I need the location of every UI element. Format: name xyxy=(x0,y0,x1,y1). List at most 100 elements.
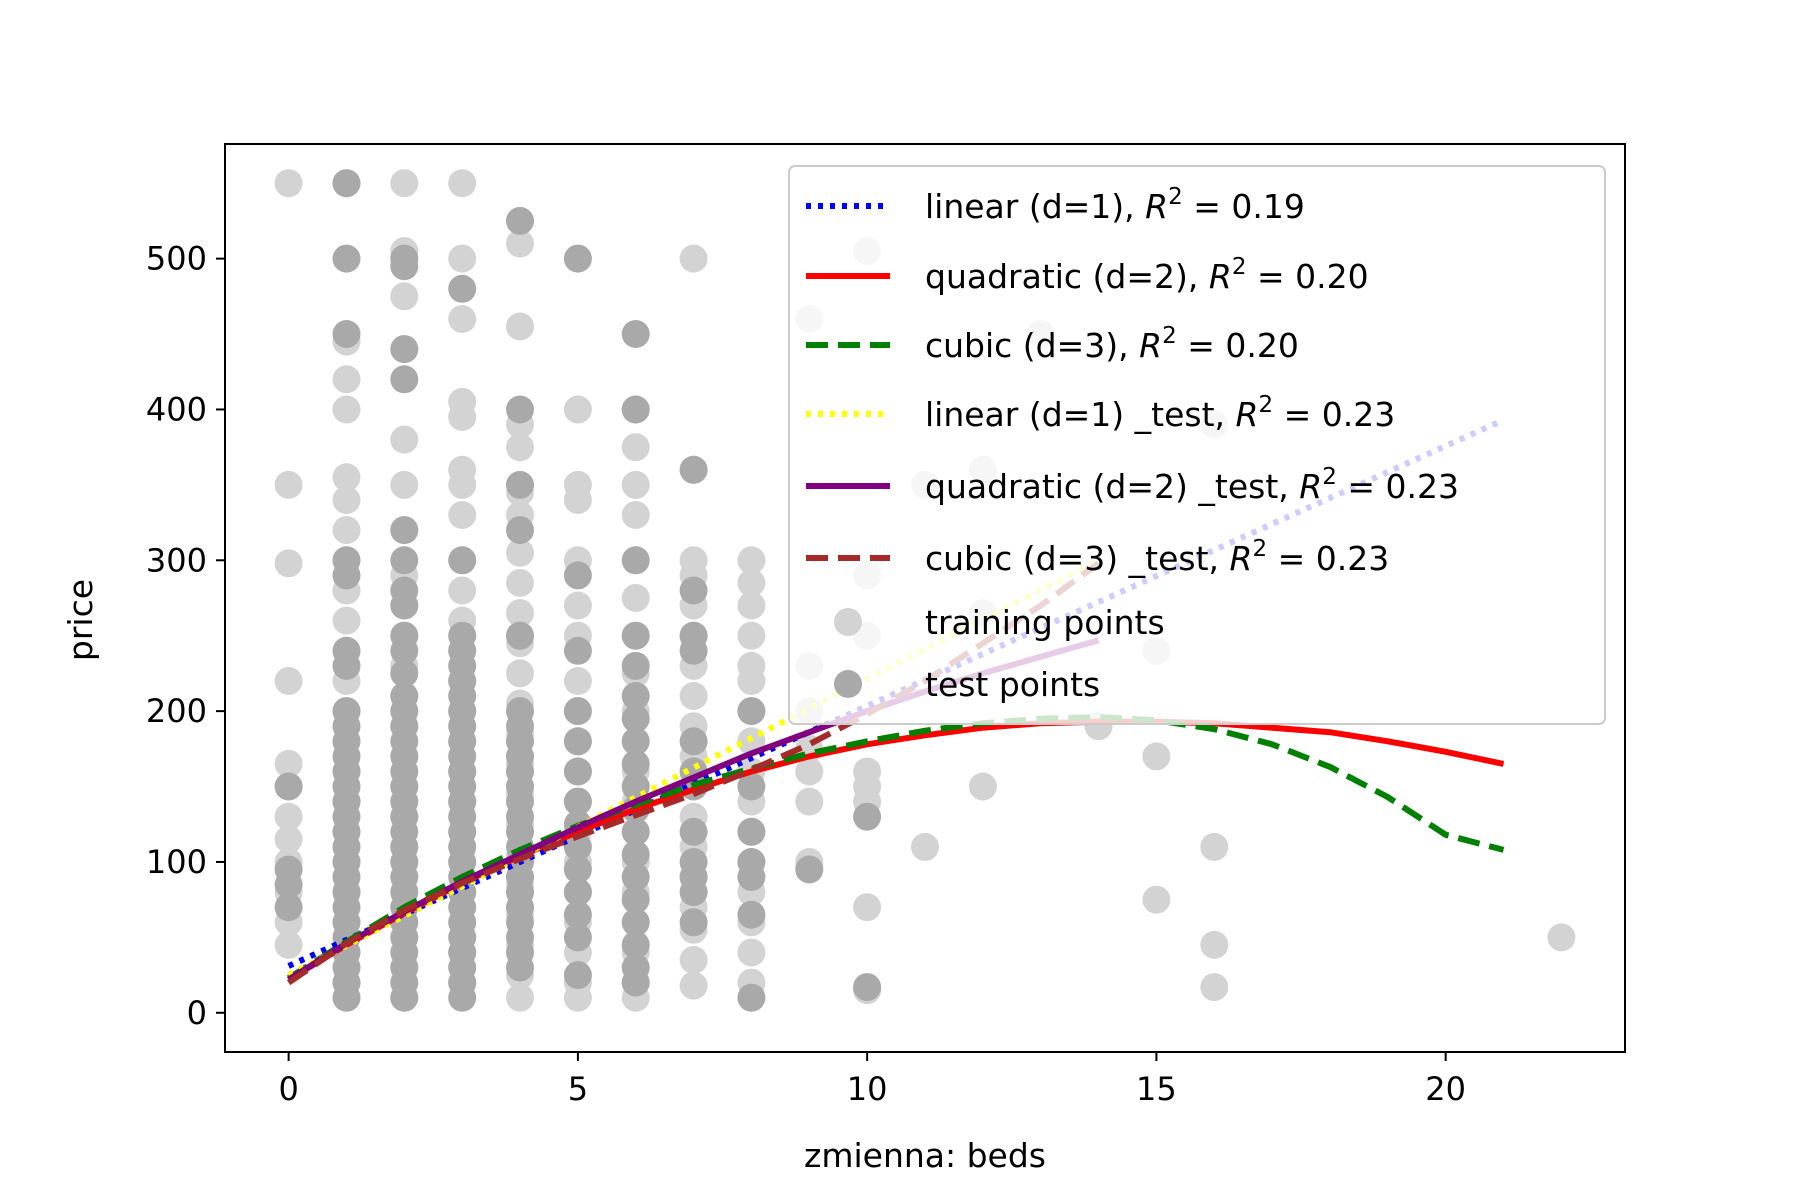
legend-label-cubic: cubic (d=3), R2 = 0.20 xyxy=(925,323,1299,365)
test-point xyxy=(737,817,766,846)
test-point xyxy=(621,395,650,424)
training-point xyxy=(563,486,592,514)
test-point xyxy=(390,591,419,620)
test-point xyxy=(506,470,534,499)
training-point xyxy=(448,403,477,431)
training-point xyxy=(390,425,419,454)
training-point xyxy=(737,591,766,620)
training-point xyxy=(506,312,534,341)
y-tick-label: 0 xyxy=(187,994,207,1032)
training-point xyxy=(274,549,303,578)
test-point xyxy=(621,817,650,846)
training-point xyxy=(506,229,534,258)
training-point xyxy=(448,501,477,529)
test-point xyxy=(390,983,419,1012)
test-point xyxy=(563,900,592,929)
test-point xyxy=(506,516,534,545)
y-tick-label: 400 xyxy=(146,390,207,428)
test-point xyxy=(621,840,650,869)
test-point xyxy=(679,576,708,605)
test-point xyxy=(563,561,592,590)
test-point xyxy=(390,365,419,394)
test-point xyxy=(563,636,592,665)
legend-label-training-points: training points xyxy=(925,603,1165,642)
test-point xyxy=(679,455,708,484)
y-tick-label: 300 xyxy=(146,541,207,579)
training-point xyxy=(679,971,708,1000)
training-point xyxy=(332,395,361,424)
test-point xyxy=(563,855,592,884)
points-layer xyxy=(274,169,1576,1012)
legend-label-linear-test: linear (d=1) _test, R2 = 0.23 xyxy=(925,392,1395,434)
test-point xyxy=(332,983,361,1012)
x-tick-label: 15 xyxy=(1136,1070,1177,1108)
test-point xyxy=(621,320,650,348)
legend-label-test-points: test points xyxy=(925,665,1100,704)
legend-label-quadratic-test: quadratic (d=2) _test, R2 = 0.23 xyxy=(925,464,1459,506)
test-point xyxy=(332,244,361,273)
training-point xyxy=(274,825,303,854)
training-point xyxy=(274,169,303,198)
test-point xyxy=(274,893,303,922)
test-point xyxy=(563,832,592,861)
training-point xyxy=(332,516,361,545)
training-point xyxy=(332,486,361,514)
y-tick-label: 200 xyxy=(146,692,207,730)
test-point xyxy=(332,651,361,680)
training-point xyxy=(679,244,708,273)
test-point xyxy=(679,727,708,756)
training-point xyxy=(448,470,477,499)
training-point xyxy=(968,772,997,801)
training-point xyxy=(621,433,650,462)
test-point xyxy=(621,863,650,891)
training-point xyxy=(274,930,303,959)
test-point xyxy=(563,697,592,726)
x-axis-label: zmienna: beds xyxy=(804,1136,1046,1175)
test-point xyxy=(563,244,592,273)
test-point xyxy=(737,697,766,726)
training-point xyxy=(737,938,766,967)
test-point xyxy=(390,636,419,665)
training-point xyxy=(911,832,939,861)
training-point xyxy=(563,667,592,695)
training-point xyxy=(563,591,592,620)
training-point xyxy=(506,568,534,597)
training-point xyxy=(563,983,592,1012)
training-point xyxy=(448,576,477,605)
test-point xyxy=(621,651,650,680)
training-point xyxy=(1547,923,1576,952)
test-point xyxy=(563,923,592,952)
training-point xyxy=(448,305,477,333)
test-point xyxy=(448,546,477,575)
training-point xyxy=(853,893,882,922)
test-point xyxy=(621,749,650,778)
training-point xyxy=(506,433,534,462)
training-point xyxy=(563,395,592,424)
test-point xyxy=(621,682,650,710)
test-point xyxy=(679,636,708,665)
test-point xyxy=(274,772,303,801)
test-point xyxy=(853,802,882,831)
y-axis: 0 100 200 300 400 500 xyxy=(146,240,225,1032)
test-point xyxy=(332,561,361,590)
test-point xyxy=(737,983,766,1012)
test-point xyxy=(795,855,824,884)
test-point xyxy=(563,727,592,756)
training-point xyxy=(679,682,708,710)
legend-marker-training xyxy=(834,608,862,636)
legend-label-cubic-test: cubic (d=3) _test, R2 = 0.23 xyxy=(925,536,1389,578)
series-line-cubic xyxy=(287,714,1505,981)
plot-frame xyxy=(224,143,1626,1053)
x-tick-label: 10 xyxy=(847,1070,888,1108)
y-tick-label: 500 xyxy=(146,240,207,278)
test-point xyxy=(506,206,534,235)
test-point xyxy=(448,983,477,1012)
test-point xyxy=(390,659,419,688)
test-point xyxy=(563,787,592,816)
test-point xyxy=(679,817,708,846)
test-point xyxy=(390,335,419,364)
test-point xyxy=(621,704,650,733)
training-point xyxy=(737,568,766,597)
test-point xyxy=(737,900,766,929)
test-point xyxy=(737,772,766,801)
